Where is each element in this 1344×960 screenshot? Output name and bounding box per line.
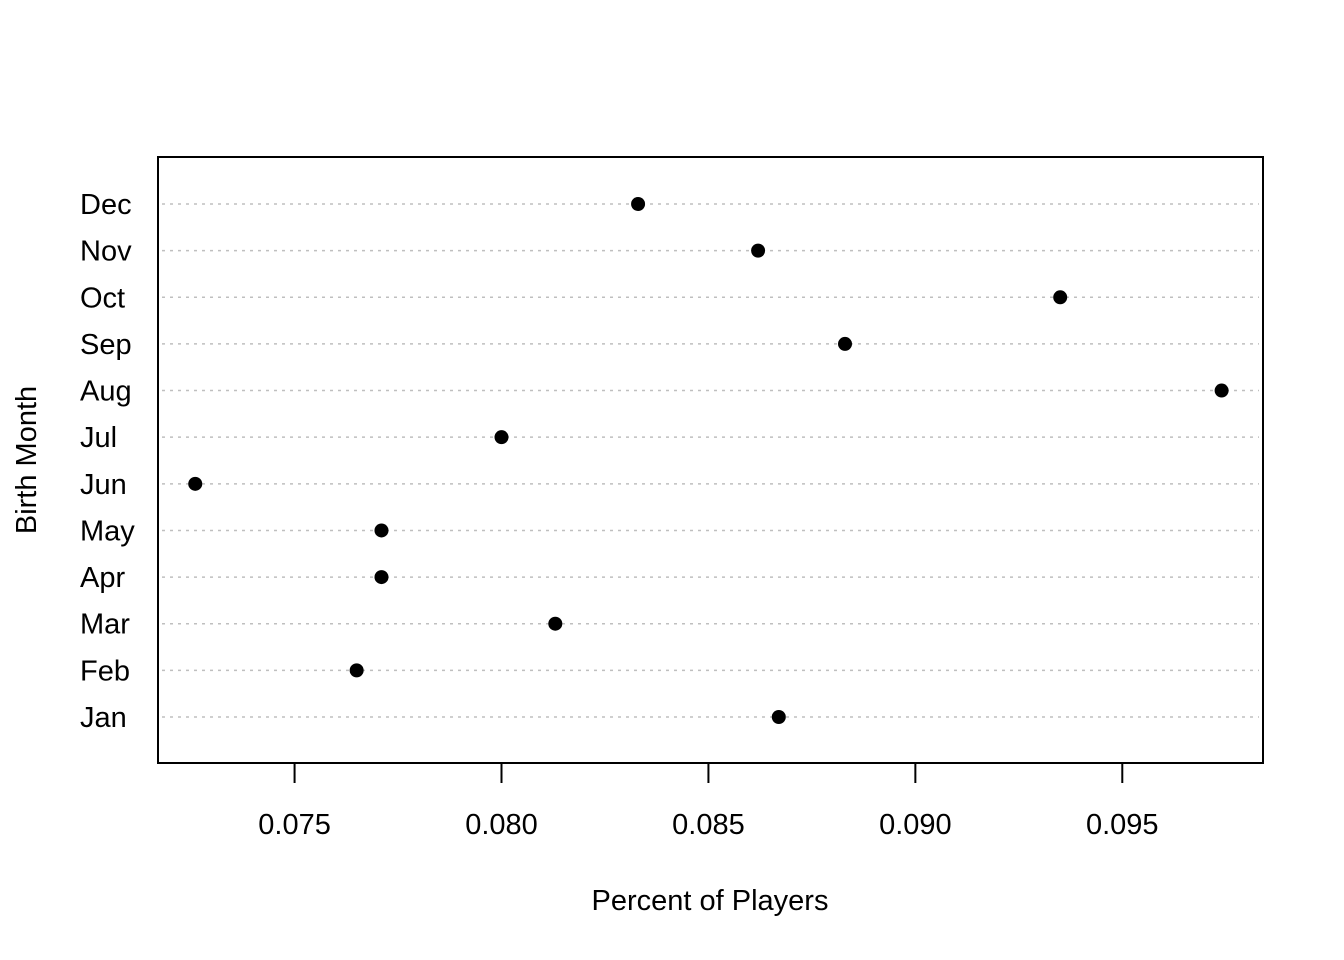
category-label-apr: Apr [80,562,125,594]
data-point-jul [494,430,509,445]
data-point-mar [548,616,563,631]
data-point-apr [374,570,389,585]
category-label-dec: Dec [80,189,132,221]
plot-area-border [157,156,1264,764]
category-label-sep: Sep [80,329,132,361]
category-label-may: May [80,515,135,547]
data-point-jan [771,710,786,724]
data-point-nov [751,243,766,258]
y-axis-category-labels: Jan Feb Mar Apr May Jun Jul Aug Sep Oct Nov Dec [80,189,135,734]
x-tick-label-2: 0.085 [672,809,745,841]
category-label-jan: Jan [80,702,127,734]
data-point-feb [349,663,364,678]
category-label-jul: Jul [80,422,117,454]
x-axis: 0.075 0.080 0.085 0.090 0.095 [258,763,1159,841]
data-points [188,197,1229,724]
category-label-mar: Mar [80,609,130,641]
data-point-sep [838,336,853,351]
x-tick-label-4: 0.095 [1086,809,1159,841]
gridlines [162,203,1259,718]
category-label-aug: Aug [80,376,132,408]
x-tick-label-1: 0.080 [465,809,538,841]
category-label-oct: Oct [80,282,125,314]
data-point-aug [1214,383,1229,398]
data-point-may [374,523,389,538]
x-axis-title: Percent of Players [592,885,829,917]
x-tick-label-0: 0.075 [258,809,331,841]
data-point-dec [631,197,646,211]
category-label-nov: Nov [80,236,132,268]
category-label-feb: Feb [80,655,130,687]
data-point-oct [1053,290,1068,305]
data-point-jun [188,476,203,491]
x-tick-label-3: 0.090 [879,809,952,841]
y-axis-title: Birth Month [11,386,43,534]
category-label-jun: Jun [80,469,127,501]
